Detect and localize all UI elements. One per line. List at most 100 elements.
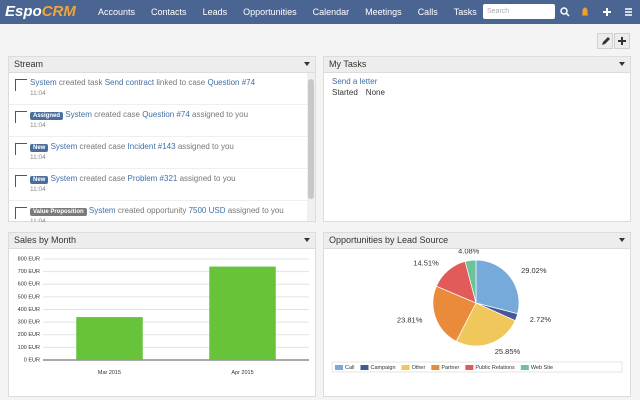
create-icon[interactable] (603, 8, 611, 16)
avatar (15, 111, 27, 123)
text: assigned to you (227, 206, 284, 215)
y-tick-label: 700 EUR (18, 269, 40, 275)
nav-tab[interactable]: Calls (417, 7, 438, 17)
tabs: Accounts Contacts Leads Opportunities Calend… (90, 0, 523, 24)
nav-tab[interactable]: Leads (202, 7, 228, 17)
panel-header: My Tasks (324, 57, 630, 73)
x-tick-label: Mar 2015 (98, 370, 121, 376)
stream-list: System created task Send contract linked… (9, 73, 307, 222)
y-tick-label: 400 EUR (18, 307, 40, 313)
add-button[interactable] (614, 33, 630, 49)
link[interactable]: System (88, 206, 116, 215)
stream-item: System created task Send contract linked… (9, 73, 307, 105)
legend-label: Web Site (531, 365, 553, 371)
menu-icon[interactable] (625, 8, 632, 16)
nav-tab[interactable]: Contacts (151, 7, 187, 17)
nav-tab[interactable]: Accounts (98, 7, 136, 17)
legend-label: Other (412, 365, 426, 371)
caret[interactable] (619, 62, 625, 66)
panel-title: Stream (14, 59, 44, 69)
opportunities-panel: Opportunities by Lead Source 29.02% 2.72%… (323, 232, 631, 397)
text: created case (94, 110, 140, 119)
scroll-thumb[interactable] (308, 79, 314, 199)
tasks-panel: My Tasks Send a letter Started None (323, 56, 631, 222)
search-input[interactable]: Search (483, 4, 555, 19)
link[interactable]: Question #74 (142, 110, 190, 119)
link[interactable]: 7500 USD (188, 206, 226, 215)
slice-label: 29.02% (521, 266, 547, 275)
stream-panel: Stream System created task Send contract… (8, 56, 316, 222)
nav-tab[interactable]: Opportunities (243, 7, 297, 17)
nav-tab[interactable]: Calendar (312, 7, 350, 17)
link[interactable]: System (50, 174, 78, 183)
legend-swatch (401, 365, 410, 370)
slice-label: 14.51% (413, 259, 439, 268)
caret[interactable] (304, 238, 310, 242)
y-tick-label: 600 EUR (18, 282, 40, 288)
logo-text: CRM (41, 3, 76, 20)
badge: Value Proposition (30, 208, 87, 216)
plus-icon (618, 37, 626, 45)
legend-swatch (360, 365, 369, 370)
timestamp: 11:04 (30, 122, 46, 129)
panel-header: Stream (9, 57, 315, 73)
task-info: Started None (332, 88, 622, 97)
scrollbar[interactable] (307, 73, 315, 221)
legend-swatch (431, 365, 440, 370)
link[interactable]: System (65, 110, 92, 119)
nav-tab[interactable]: Tasks (453, 7, 477, 17)
stream-text: Assigned System created case Question #7… (30, 110, 249, 120)
task-status: Started (332, 88, 358, 97)
legend-swatch (335, 365, 343, 370)
timestamp: 11:04 (30, 154, 46, 161)
stream-item: New System created case Problem #321 ass… (9, 169, 307, 201)
link[interactable]: Problem #321 (127, 174, 178, 183)
x-tick-label: Apr 2015 (231, 370, 253, 376)
legend-swatch (520, 365, 529, 370)
badge: New (30, 144, 49, 152)
timestamp: 11:04 (30, 90, 46, 97)
nav-icons (560, 7, 632, 17)
slice-label: 23.81% (397, 316, 423, 325)
legend-box (331, 361, 623, 373)
slice-label: 2.72% (530, 315, 552, 324)
panel-title: Sales by Month (14, 235, 77, 245)
stream-text: New System created case Problem #321 ass… (30, 174, 236, 184)
stream-text: System created task Send contract linked… (30, 78, 255, 87)
search-icon[interactable] (560, 7, 570, 17)
timestamp: 11:04 (30, 218, 46, 222)
pie-slice (455, 302, 516, 347)
panel-header: Sales by Month (9, 233, 315, 249)
panel-title: Opportunities by Lead Source (329, 235, 449, 245)
sales-panel: Sales by Month 0 EUR 100 EUR 200 EUR 300 EU… (8, 232, 316, 397)
edit-button[interactable] (597, 33, 613, 49)
caret[interactable] (619, 238, 625, 242)
legend-label: Partner (441, 365, 459, 371)
text: assigned to you (192, 110, 249, 119)
avatar (15, 175, 27, 187)
legend-label: Call (345, 365, 354, 371)
link[interactable]: System (30, 78, 57, 87)
panel-header: Opportunities by Lead Source (324, 233, 630, 249)
logo[interactable]: EspoCRM (5, 3, 76, 20)
notification-icon[interactable] (582, 7, 588, 16)
pie-slice (464, 259, 477, 304)
link[interactable]: Question #74 (207, 78, 256, 87)
legend-swatch (465, 365, 474, 370)
pie-slice (475, 259, 520, 315)
stream-text: New System created case Incident #143 as… (30, 142, 234, 152)
bar-chart: 0 EUR 100 EUR 200 EUR 300 EUR 400 EUR 500 EUR… (18, 256, 309, 376)
link[interactable]: Incident #143 (127, 142, 176, 151)
pie-slice (432, 285, 477, 342)
bar (209, 266, 276, 360)
panel-title: My Tasks (329, 59, 367, 69)
link[interactable]: Send contract (104, 78, 155, 87)
task-name[interactable]: Send a letter (332, 77, 378, 86)
stream-text: Value Proposition System created opportu… (30, 206, 284, 216)
nav-tab[interactable]: Meetings (365, 7, 402, 17)
y-tick-label: 100 EUR (18, 345, 40, 351)
legend-label: Campaign (370, 365, 395, 371)
caret[interactable] (304, 62, 310, 66)
link[interactable]: System (50, 142, 78, 151)
